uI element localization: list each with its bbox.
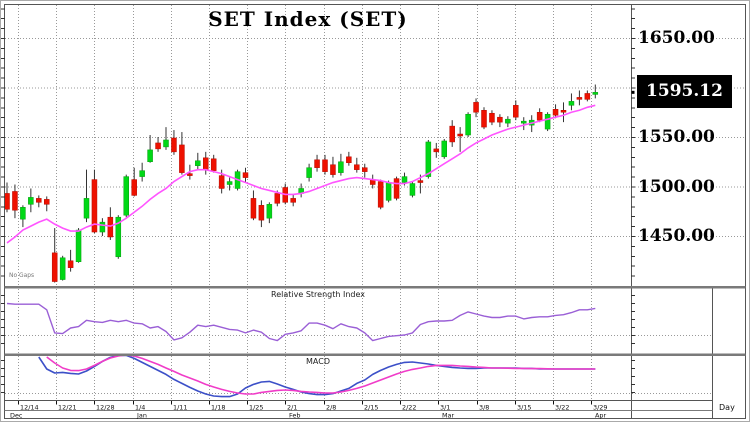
rsi-panel-title: Relative Strength Index — [271, 290, 365, 299]
date-tick-label: 1/4 — [135, 404, 146, 412]
date-tick-label: 1/25 — [249, 404, 264, 412]
date-tick-label: 2/8 — [326, 404, 337, 412]
date-tick-label: 2/22 — [402, 404, 417, 412]
date-tick-label: 12/28 — [96, 404, 115, 412]
chart-title: SET Index (SET) — [208, 7, 408, 31]
date-tick-label: 12/21 — [58, 404, 77, 412]
no-gaps-label: No Gaps — [9, 272, 35, 279]
month-label: Jan — [137, 411, 147, 419]
price-tick-label: 1500.00 — [638, 176, 715, 197]
macd-panel-title: MACD — [306, 357, 330, 366]
date-tick-label: 3/1 — [440, 404, 451, 412]
month-label: Feb — [289, 411, 301, 419]
date-tick-label: 1/11 — [173, 404, 188, 412]
date-tick-label: 1/18 — [211, 404, 226, 412]
price-tick-label: 1650.00 — [638, 28, 715, 48]
price-tick-label: 1550.00 — [638, 127, 715, 147]
date-tick-label: 2/15 — [364, 404, 379, 412]
date-tick-label: 2/1 — [287, 404, 298, 412]
month-label: Dec — [10, 411, 23, 419]
date-tick-label: 3/29 — [593, 404, 608, 412]
price-tick-label: 1450.00 — [638, 226, 715, 246]
current-price-badge: 1595.12 — [637, 75, 732, 109]
month-label: Apr — [595, 411, 607, 419]
date-tick-label: 12/14 — [20, 404, 39, 412]
date-tick-label: 3/8 — [479, 404, 490, 412]
month-label: Mar — [442, 411, 455, 419]
date-tick-label: 3/22 — [555, 404, 570, 412]
axis-unit-label: Day — [719, 403, 735, 412]
date-tick-label: 3/15 — [517, 404, 532, 412]
